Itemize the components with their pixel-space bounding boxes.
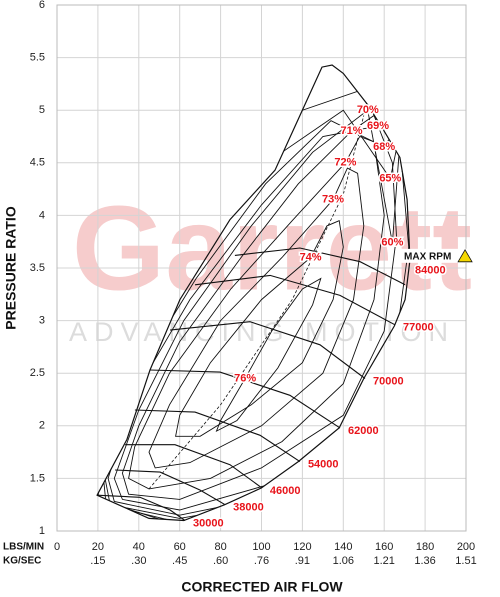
speed-line xyxy=(125,444,263,489)
speed-label: 62000 xyxy=(348,425,379,437)
speed-line xyxy=(170,321,366,379)
x-tick-label: 100 xyxy=(252,541,270,553)
efficiency-label: 68% xyxy=(373,141,395,153)
efficiency-label: 76% xyxy=(234,372,256,384)
y-tick-label: 5.5 xyxy=(30,52,45,64)
efficiency-island xyxy=(148,167,365,469)
efficiency-label: 73% xyxy=(322,194,344,206)
warning-icon xyxy=(457,249,473,263)
x-tick-label: 140 xyxy=(334,541,352,553)
efficiency-label: 65% xyxy=(379,172,401,184)
speed-label: 46000 xyxy=(270,485,301,497)
x2-tick-label: 1.21 xyxy=(373,555,394,567)
x2-tick-label: .15 xyxy=(90,555,105,567)
speed-label: 38000 xyxy=(233,502,264,514)
y-tick-label: 3.5 xyxy=(30,262,45,274)
speed-label: 77000 xyxy=(403,322,434,334)
efficiency-island xyxy=(128,135,385,490)
y-axis-title: PRESSURE RATIO xyxy=(3,206,19,330)
x2-tick-label: .76 xyxy=(254,555,269,567)
x2-tick-label: .91 xyxy=(295,555,310,567)
x2-tick-label: .30 xyxy=(131,555,146,567)
x-unit-label: LBS/MIN xyxy=(3,542,44,553)
x-tick-label: 160 xyxy=(375,541,393,553)
y-tick-label: 1.5 xyxy=(30,472,45,484)
y-tick-label: 1 xyxy=(39,525,45,537)
efficiency-label: 72% xyxy=(334,157,356,169)
speed-line xyxy=(149,369,341,429)
x2-tick-label: 1.51 xyxy=(455,555,476,567)
plot-frame xyxy=(56,4,467,532)
speed-line xyxy=(234,247,406,286)
y-tick-label: 3 xyxy=(39,315,45,327)
efficiency-island xyxy=(121,114,397,500)
y-tick-label: 4.5 xyxy=(30,157,45,169)
efficiency-label: 60% xyxy=(381,237,403,249)
efficiency-label: 69% xyxy=(367,120,389,132)
x-tick-label: 0 xyxy=(54,541,60,553)
x-tick-label: 180 xyxy=(416,541,434,553)
speed-line xyxy=(194,274,396,326)
x2-tick-label: 1.06 xyxy=(333,555,354,567)
x-tick-label: 80 xyxy=(214,541,226,553)
x-tick-label: 60 xyxy=(174,541,186,553)
max-rpm-label: MAX RPM xyxy=(404,251,451,262)
efficiency-label: 74% xyxy=(300,251,322,263)
speed-line xyxy=(134,409,301,463)
speed-label: 54000 xyxy=(308,458,339,470)
speed-label: 84000 xyxy=(415,265,446,277)
x2-tick-label: .45 xyxy=(172,555,187,567)
x2-tick-label: .60 xyxy=(213,555,228,567)
x2-unit-label: KG/SEC xyxy=(3,556,41,567)
y-tick-label: 5 xyxy=(39,104,45,116)
efficiency-island xyxy=(113,104,410,511)
y-tick-label: 2 xyxy=(39,420,45,432)
y-tick-label: 4 xyxy=(39,209,45,221)
y-tick-label: 6 xyxy=(39,0,45,11)
x-tick-label: 200 xyxy=(457,541,475,553)
x-tick-label: 40 xyxy=(133,541,145,553)
max-rpm-box xyxy=(401,248,476,263)
efficiency-label: 71% xyxy=(340,125,362,137)
efficiency-ridge xyxy=(148,115,365,490)
efficiency-island xyxy=(175,220,344,437)
watermark-title: Garrett xyxy=(72,182,472,316)
efficiency-island xyxy=(107,114,410,516)
x-tick-label: 120 xyxy=(293,541,311,553)
speed-line xyxy=(97,494,186,521)
efficiency-label: 70% xyxy=(357,104,379,116)
speed-label: 70000 xyxy=(373,375,404,387)
x-tick-label: 20 xyxy=(92,541,104,553)
x-axis-title: CORRECTED AIR FLOW xyxy=(181,579,343,595)
efficiency-island xyxy=(103,119,410,519)
y-tick-label: 2.5 xyxy=(30,367,45,379)
speed-label: 30000 xyxy=(193,517,224,529)
speed-line xyxy=(115,469,226,506)
x2-tick-label: 1.36 xyxy=(414,555,435,567)
